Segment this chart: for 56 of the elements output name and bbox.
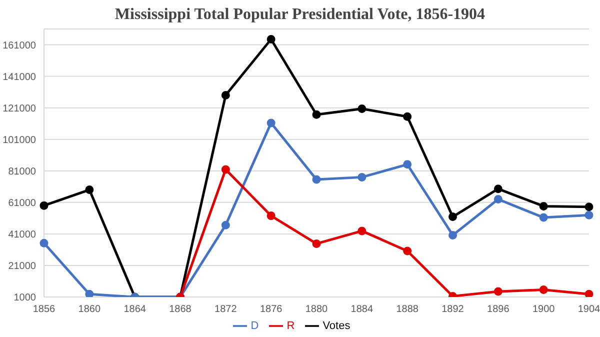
point <box>494 287 502 296</box>
point <box>358 172 366 182</box>
point <box>448 212 457 222</box>
x-tick-label: 1896 <box>487 304 510 316</box>
point <box>85 186 94 194</box>
point <box>358 104 366 114</box>
legend-label: Votes <box>322 320 350 332</box>
point <box>403 112 412 121</box>
point <box>40 201 48 210</box>
x-tick-label: 1884 <box>350 304 374 316</box>
x-tick-label: 1904 <box>578 304 600 316</box>
y-tick-label: 21000 <box>8 261 36 272</box>
x-tick-label: 1900 <box>532 304 556 316</box>
point <box>448 230 457 240</box>
x-tick-label: 1868 <box>169 304 192 316</box>
point <box>494 195 502 204</box>
x-tick-label: 1888 <box>396 304 419 316</box>
point <box>403 246 412 256</box>
point <box>539 286 548 294</box>
x-tick-label: 1872 <box>214 304 238 316</box>
point <box>584 210 594 220</box>
y-tick-label: 1000 <box>14 292 36 304</box>
x-tick-label: 1880 <box>305 304 328 316</box>
x-tick-label: 1892 <box>442 304 464 316</box>
chart-title: Mississippi Total Popular Presidential Vote, 1856-1904 <box>114 6 486 24</box>
point <box>539 202 548 210</box>
point <box>266 118 276 128</box>
point <box>584 202 594 212</box>
y-tick-label: 61000 <box>8 198 36 209</box>
y-tick-label: 101000 <box>2 134 36 146</box>
point <box>221 220 230 230</box>
point <box>539 213 548 222</box>
y-tick-label: 81000 <box>8 166 36 178</box>
point <box>266 212 276 220</box>
x-tick-label: 1860 <box>78 304 101 316</box>
point <box>266 34 276 44</box>
point <box>584 290 594 297</box>
point <box>221 90 230 100</box>
point <box>494 184 502 194</box>
y-tick-label: 41000 <box>8 229 36 240</box>
legend-label: D <box>250 320 259 332</box>
point <box>312 175 321 184</box>
x-tick-label: 1856 <box>32 304 56 316</box>
point <box>312 239 321 248</box>
point <box>85 290 94 297</box>
x-tick-label: 1876 <box>260 304 283 316</box>
y-tick-label: 141000 <box>2 72 36 83</box>
x-tick-label: 1864 <box>124 304 146 316</box>
point <box>40 238 48 248</box>
point <box>358 226 366 236</box>
point <box>403 160 412 169</box>
y-tick-label: 161000 <box>2 40 36 52</box>
legend-label: R <box>286 320 295 332</box>
y-tick-label: 121000 <box>2 103 36 114</box>
point <box>312 110 321 119</box>
point <box>221 165 230 174</box>
